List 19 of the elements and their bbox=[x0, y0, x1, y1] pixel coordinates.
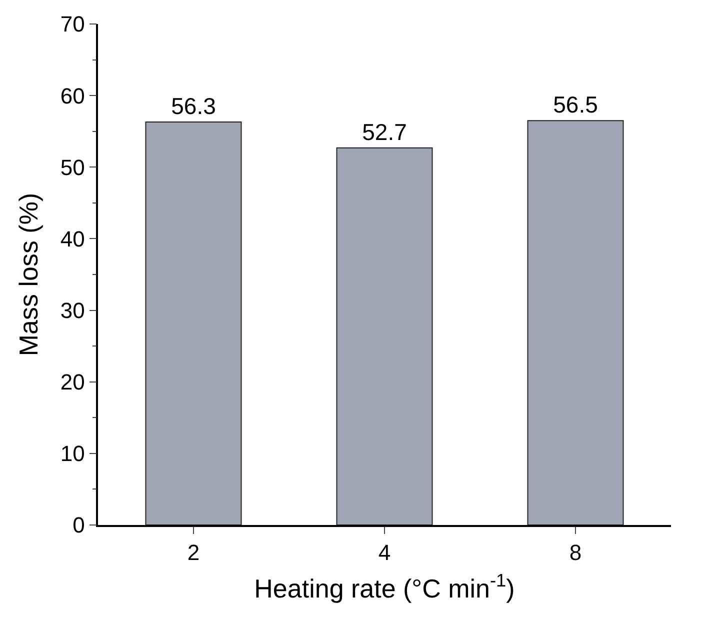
x-tick-label: 8 bbox=[569, 540, 582, 566]
data-label: 56.5 bbox=[553, 92, 598, 118]
y-tick-label: 60 bbox=[60, 83, 85, 108]
y-tick-label: 10 bbox=[60, 441, 85, 466]
x-tick-label: 2 bbox=[187, 540, 200, 566]
data-label: 56.3 bbox=[171, 93, 216, 120]
y-tick-label: 50 bbox=[60, 154, 85, 180]
y-tick-label: 40 bbox=[60, 226, 85, 252]
y-tick-label: 70 bbox=[60, 12, 85, 37]
y-tick-label: 0 bbox=[72, 512, 85, 538]
y-tick-label: 30 bbox=[60, 298, 85, 323]
bar bbox=[336, 147, 433, 525]
y-axis-title: Mass loss (%) bbox=[13, 192, 44, 356]
x-axis-title: Heating rate (°C min$^{-1}$) bbox=[254, 570, 515, 604]
data-label: 52.7 bbox=[362, 118, 407, 145]
bar bbox=[527, 120, 624, 525]
x-tick-label: 4 bbox=[378, 540, 391, 566]
y-tick-label: 20 bbox=[60, 370, 85, 395]
bar bbox=[145, 122, 242, 525]
